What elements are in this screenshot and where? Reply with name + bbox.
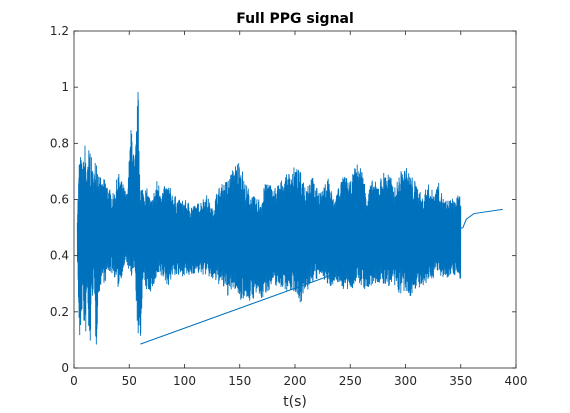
y-tick-label: 0.2 [50,305,69,319]
x-tick-label: 400 [505,374,528,388]
y-tick-label: 0 [61,361,69,375]
ppg-signal-trace [76,92,462,345]
y-tick-label: 1.2 [50,24,69,38]
x-tick-label: 50 [122,374,137,388]
x-tick-label: 300 [394,374,417,388]
x-tick-label: 350 [449,374,472,388]
x-tick-label: 250 [339,374,362,388]
x-axis-label: t(s) [283,394,307,410]
x-tick-label: 0 [70,374,78,388]
y-tick-label: 0.8 [50,136,69,150]
y-tick-label: 1 [61,80,69,94]
y-tick-label: 0.4 [50,249,69,263]
x-tick-label: 150 [228,374,251,388]
signal-tail-segment [140,208,503,345]
axis-ticks: 0 50 100 150 200 250 300 350 400 0 0.2 0.4 0.6 0.8 1 1.… [50,24,528,388]
ppg-signal-series [76,92,503,345]
chart-title: Full PPG signal [236,11,354,27]
x-tick-label: 200 [284,374,307,388]
x-tick-label: 100 [173,374,196,388]
y-tick-label: 0.6 [50,193,69,207]
